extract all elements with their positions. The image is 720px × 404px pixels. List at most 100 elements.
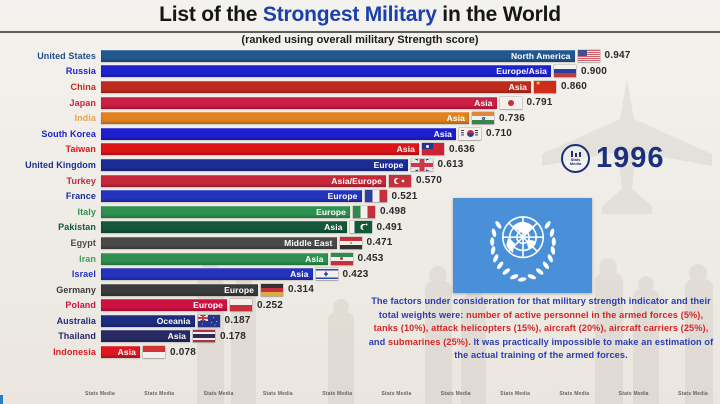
bar-row: Japan Asia 0.791 [0, 95, 720, 111]
title-highlight: Strongest Military [262, 3, 437, 26]
score-bar: Asia [101, 221, 347, 234]
year-label: 1996 [596, 142, 665, 174]
country-label: Taiwan [65, 144, 96, 155]
score-bar: Asia [101, 112, 469, 125]
score-bar: Asia [101, 143, 419, 156]
bar-row: United Kingdom Europe 0.613 [0, 157, 720, 173]
bar-rows: United States North America 0.947 Russia… [0, 48, 720, 360]
bar-row: Italy Europe 0.498 [0, 204, 720, 220]
score-bar: Oceania [101, 314, 195, 327]
bar-row: United States North America 0.947 [0, 48, 720, 64]
un-emblem-icon [489, 215, 556, 282]
score-value: 0.252 [257, 299, 284, 311]
chart-subtitle: (ranked using overall military Strength … [241, 34, 479, 46]
tw-flag-icon [422, 143, 444, 156]
bar-row: Russia Europe/Asia 0.900 [0, 64, 720, 80]
score-bar: Europe [101, 190, 362, 203]
score-value: 0.860 [561, 81, 588, 93]
fr-flag-icon [364, 190, 387, 203]
watermark-item: Stats Media [144, 391, 175, 397]
bar-row: China Asia 0.860 [0, 79, 720, 95]
score-value: 0.423 [342, 268, 369, 280]
title-prefix: List of the [159, 3, 263, 26]
title-suffix: in the World [436, 3, 561, 26]
bar-row: Pakistan Asia 0.491 [0, 220, 720, 236]
score-value: 0.453 [357, 253, 384, 265]
region-label: Asia [446, 113, 465, 124]
region-label: Europe [327, 191, 358, 202]
country-label: Pakistan [58, 222, 96, 233]
jp-flag-icon [499, 96, 522, 109]
country-label: China [70, 81, 96, 92]
bar-row: Taiwan Asia 0.636 [0, 142, 720, 158]
score-value: 0.613 [437, 159, 464, 171]
score-value: 0.791 [526, 97, 553, 109]
country-label: United Kingdom [25, 159, 96, 170]
score-value: 0.178 [220, 330, 247, 342]
bar-row: Germany Europe 0.314 [0, 282, 720, 298]
corner-mark [0, 395, 3, 404]
region-label: Asia [290, 269, 309, 280]
region-label: Asia/Europe [331, 175, 382, 186]
watermark-row: Stats Media Stats Media Stats Media Stats M… [85, 391, 708, 397]
watermark-item: Stats Media [500, 391, 531, 397]
country-label: Poland [65, 300, 96, 311]
region-label: Asia [167, 331, 186, 342]
factors-note-segment: number of active personnel in the armed … [373, 309, 709, 334]
ru-flag-icon [554, 65, 576, 78]
bar-row: Turkey Asia/Europe 0.570 [0, 173, 720, 189]
watermark-item: Stats Media [618, 391, 649, 397]
un-flag [453, 198, 592, 293]
region-label: Europe [316, 206, 346, 217]
th-flag-icon [193, 330, 215, 343]
score-value: 0.187 [224, 315, 251, 327]
country-label: India [74, 113, 96, 124]
bar-row: Israel Asia 0.423 [0, 266, 720, 282]
year-block: Stats Media 1996 [561, 142, 665, 175]
au-flag-icon [197, 314, 220, 327]
pk-flag-icon [349, 221, 372, 234]
il-flag-icon [315, 268, 338, 281]
page-title: List of the Strongest Military in the Wo… [0, 3, 720, 27]
region-label: Oceania [156, 315, 191, 326]
country-label: Turkey [66, 175, 96, 186]
score-value: 0.491 [376, 221, 403, 233]
score-bar: Europe/Asia [101, 65, 551, 78]
watermark-item: Stats Media [559, 391, 590, 397]
factors-note-segment: submarines (25%). [387, 336, 474, 347]
score-bar: Europe [101, 283, 258, 296]
gb-flag-icon [410, 158, 433, 171]
bar-row: France Europe 0.521 [0, 188, 720, 204]
country-label: Egypt [70, 237, 96, 248]
watermark-item: Stats Media [381, 391, 412, 397]
score-value: 0.710 [486, 128, 513, 140]
region-label: Asia [117, 347, 136, 358]
score-bar: Asia [101, 96, 497, 109]
region-label: Asia [305, 253, 324, 264]
watermark-item: Stats Media [440, 391, 471, 397]
country-label: Indonesia [53, 347, 96, 358]
country-label: Israel [71, 269, 96, 280]
bar-row: Indonesia Asia 0.078 [0, 344, 720, 360]
region-label: Asia [396, 144, 415, 155]
country-label: Italy [77, 206, 96, 217]
ir-flag-icon [330, 252, 353, 265]
cn-flag-icon [534, 80, 556, 93]
de-flag-icon [261, 283, 283, 296]
bar-row: Australia Oceania 0.187 [0, 313, 720, 329]
factors-note-segment: and [368, 336, 388, 347]
score-bar: Asia [101, 252, 328, 265]
bar-row: Egypt Middle East 0.471 [0, 235, 720, 251]
score-bar: Middle East [101, 236, 337, 249]
pl-flag-icon [230, 299, 252, 312]
bar-row: Poland Europe 0.252 [0, 298, 720, 314]
bar-row: Thailand Asia 0.178 [0, 329, 720, 345]
region-label: Asia [324, 222, 343, 233]
country-label: Russia [65, 66, 96, 77]
score-value: 0.521 [391, 190, 418, 202]
country-label: Japan [69, 97, 96, 108]
watermark-item: Stats Media [262, 391, 293, 397]
score-bar: Asia [101, 346, 140, 359]
country-label: Germany [56, 284, 96, 295]
